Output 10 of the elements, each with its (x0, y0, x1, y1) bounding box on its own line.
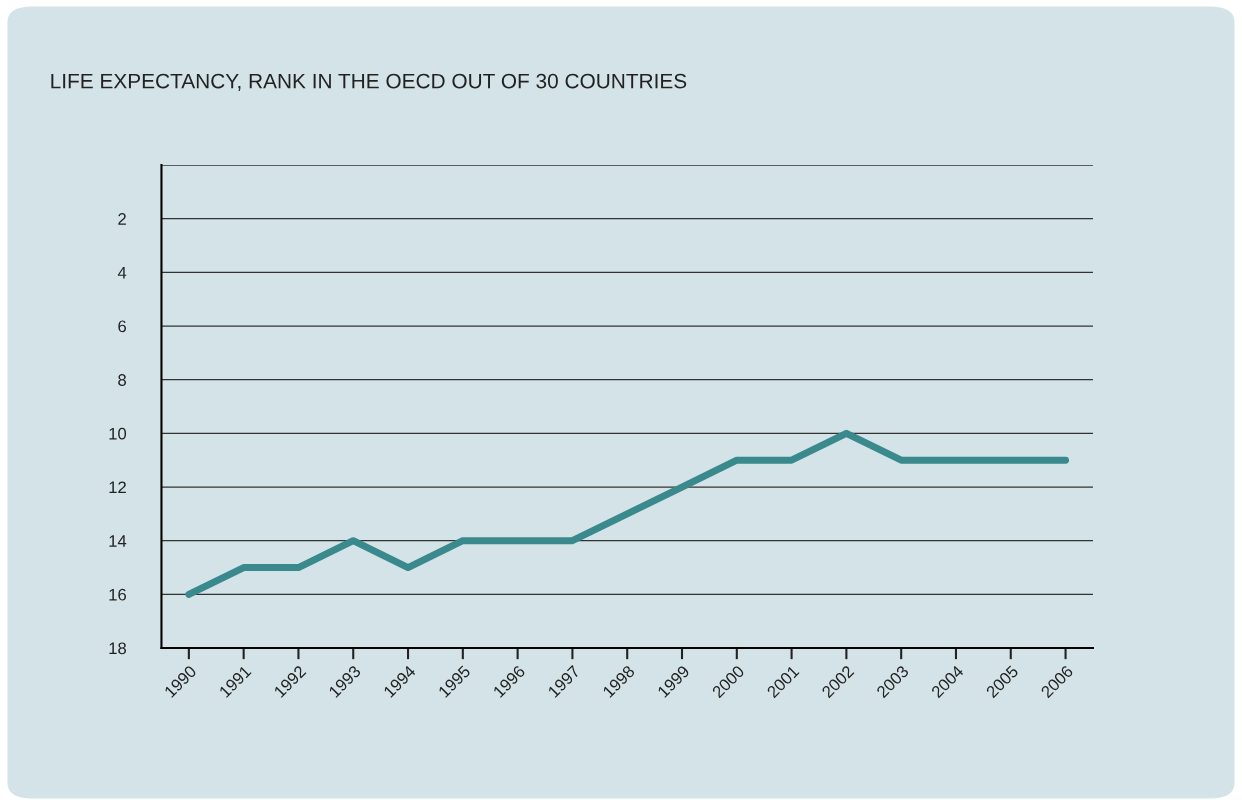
chart-title: LIFE EXPECTANCY, RANK IN THE OECD OUT OF 30 COUNTRIES (51, 73, 687, 91)
y-tick-label: 18 (109, 642, 127, 655)
y-tick-label: 14 (109, 535, 127, 547)
y-tick-label: 4 (117, 266, 127, 279)
y-tick-label: 16 (109, 588, 127, 601)
y-tick-label: 12 (109, 481, 126, 494)
y-tick-label: 8 (118, 374, 127, 386)
y-tick-label: 2 (118, 213, 126, 225)
y-tick-label: 6 (118, 320, 127, 333)
y-tick-label: 10 (109, 427, 127, 440)
